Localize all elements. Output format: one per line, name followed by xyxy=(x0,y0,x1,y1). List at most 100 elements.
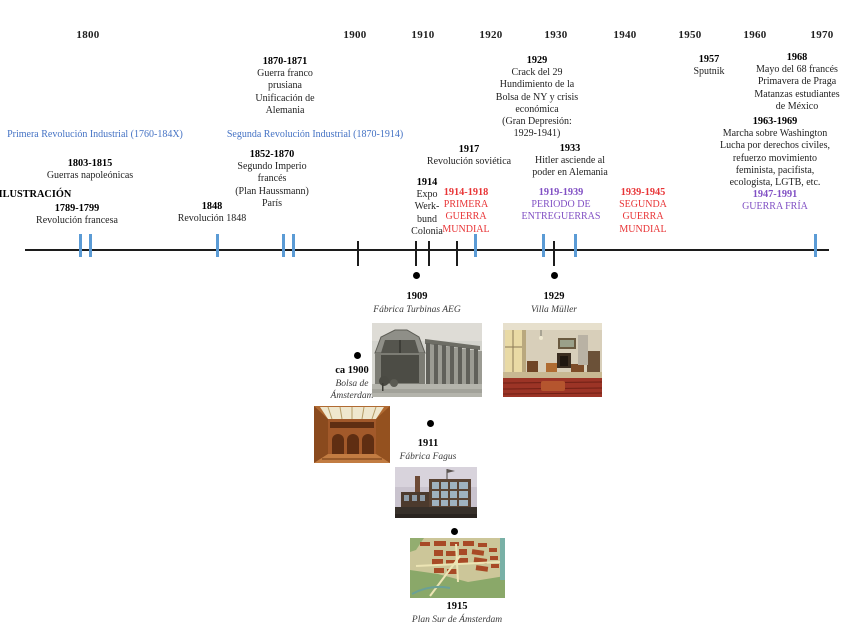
caption-fagus-name: Fábrica Fagus xyxy=(399,451,457,462)
exhibit-dot-marker xyxy=(450,527,458,535)
photo-bolsa-amsterdam-interior xyxy=(314,406,390,463)
decade-label-1960: 1960 xyxy=(743,29,767,41)
blue-event-tick xyxy=(541,234,545,257)
event-line: (Gran Depresión: xyxy=(502,116,572,128)
photo-villa-muller-interior xyxy=(503,323,602,397)
blue-event-tick xyxy=(813,234,817,257)
event-line: de México xyxy=(775,100,819,112)
caption-plan-year: 1915 xyxy=(446,601,468,612)
exhibit-dot-marker xyxy=(550,271,558,279)
event-line: Revolución 1848 xyxy=(177,213,247,225)
event-line: 1963-1969 xyxy=(752,116,798,127)
caption-beurs: ca 1900 Bolsa de Ámsterdam xyxy=(311,365,393,403)
event-periodo-entreguerras: 1919-1939 PERIODO DE ENTREGUERRAS xyxy=(461,187,661,224)
exhibit-dot-marker xyxy=(353,351,361,359)
event-line: Revolución francesa xyxy=(36,215,118,227)
black-exhibit-tick xyxy=(357,241,359,266)
event-line: GUERRA xyxy=(622,211,664,223)
event-hitler-1933: 1933 Hitler asciende al poder en Alemania xyxy=(470,143,670,180)
event-line: Lucha por derechos civiles, xyxy=(720,140,830,152)
black-exhibit-tick xyxy=(415,241,417,266)
blue-event-tick xyxy=(88,234,92,257)
decade-label-1950: 1950 xyxy=(678,29,702,41)
event-line: (Plan Haussmann) xyxy=(235,185,309,197)
caption-plan: 1915 Plan Sur de Ámsterdam xyxy=(392,601,522,626)
timeline-axis xyxy=(25,249,829,252)
decade-label-1800: 1800 xyxy=(76,29,100,41)
exhibit-dot-marker xyxy=(412,271,420,279)
blue-event-tick xyxy=(78,234,82,257)
caption-beurs-name-2: Ámsterdam xyxy=(330,391,374,401)
event-segunda-guerra-mundial: 1939-1945 SEGUNDA GUERRA MUNDIAL xyxy=(543,187,743,236)
event-line: 1914-1918 xyxy=(443,187,489,198)
event-line: 1852-1870 xyxy=(249,149,295,160)
blue-event-tick xyxy=(291,234,295,257)
event-line: 1968 xyxy=(786,52,808,63)
event-line: 1789-1799 xyxy=(54,203,100,214)
event-line: GUERRA FRÍA xyxy=(742,201,808,213)
event-line: Crack del 29 xyxy=(511,67,563,79)
event-line: económica xyxy=(515,103,559,115)
event-revolucion-sovietica: 1917 Revolución soviética xyxy=(369,144,569,168)
event-line: 1939-1945 xyxy=(620,187,666,198)
caption-aeg-name: Fábrica Turbinas AEG xyxy=(373,304,461,315)
event-segundo-imperio-frances: 1852-1870 Segundo Imperio francés (Plan Hau… xyxy=(172,149,372,210)
decade-label-1900: 1900 xyxy=(343,29,367,41)
event-line: feminista, pacifista, xyxy=(735,164,815,176)
event-line: prusiana xyxy=(268,80,302,92)
blue-event-tick xyxy=(573,234,577,257)
event-primera-guerra-mundial: 1914-1918 PRIMERA GUERRA MUNDIAL xyxy=(366,187,566,236)
event-line: bund xyxy=(417,213,437,225)
event-line: MUNDIAL xyxy=(442,223,490,235)
event-line: Segundo Imperio xyxy=(237,161,307,173)
exhibit-dot-marker xyxy=(426,419,434,427)
event-line: 1947-1991 xyxy=(752,189,798,200)
event-line: Unificación de xyxy=(255,92,315,104)
event-line: Mayo del 68 francés xyxy=(756,64,838,76)
decade-label-1930: 1930 xyxy=(544,29,568,41)
event-revolucion-francesa: 1789-1799 Revolución francesa xyxy=(0,203,177,227)
event-line: Hundimiento de la xyxy=(499,79,575,91)
event-line: Revolución soviética xyxy=(426,156,512,168)
event-crack-del-29: 1929 Crack del 29 Hundimiento de la Bolsa d… xyxy=(437,55,637,140)
event-line: GUERRA xyxy=(445,211,487,223)
event-line: 1929-1941) xyxy=(513,128,561,140)
event-mayo-68: 1968 Mayo del 68 francés Primavera de Prag… xyxy=(697,52,848,113)
event-line: MUNDIAL xyxy=(619,223,667,235)
event-sputnik: 1957 Sputnik xyxy=(609,54,809,78)
event-line: ILUSTRACIÓN xyxy=(0,189,72,200)
event-line: Hitler asciende al xyxy=(535,155,605,167)
event-line: Matanzas estudiantes xyxy=(754,88,840,100)
event-line: refuerzo movimiento xyxy=(732,152,818,164)
decade-label-1970: 1970 xyxy=(810,29,834,41)
caption-plan-name: Plan Sur de Ámsterdam xyxy=(411,614,503,625)
event-line: París xyxy=(262,197,282,209)
event-line: Sputnik xyxy=(693,66,725,78)
event-line: 1933 xyxy=(559,143,581,154)
event-ilustracion: ILUSTRACIÓN xyxy=(0,189,135,201)
event-line: Guerras napoleónicas xyxy=(46,170,134,182)
blue-event-tick xyxy=(281,234,285,257)
black-exhibit-tick xyxy=(553,241,555,266)
caption-beurs-name-1: Bolsa de xyxy=(335,378,369,389)
event-line: Primera Revolución Industrial (1760-184X… xyxy=(7,129,183,140)
caption-aeg: 1909 Fábrica Turbinas AEG xyxy=(347,291,487,316)
event-line: Bolsa de NY y crisis xyxy=(495,91,579,103)
photo-aeg-turbine-factory xyxy=(372,323,482,397)
blue-event-tick xyxy=(473,234,477,257)
event-segunda-revolucion-industrial: Segunda Revolución Industrial (1870-1914… xyxy=(215,129,415,141)
decade-label-1910: 1910 xyxy=(411,29,435,41)
event-revolucion-1848: 1848 Revolución 1848 xyxy=(112,201,312,225)
event-guerra-franco-prusiana: 1870-1871 Guerra franco prusiana Unificació… xyxy=(185,56,385,117)
caption-aeg-year: 1909 xyxy=(406,291,428,302)
event-line: Werk- xyxy=(414,201,440,213)
event-line: poder en Alemania xyxy=(532,167,608,179)
photo-fagus-factory xyxy=(395,467,477,518)
photo-plan-sur-amsterdam-map xyxy=(410,538,505,598)
event-expo-werkbund: 1914 Expo Werk-bund Colonia xyxy=(327,177,527,238)
black-exhibit-tick xyxy=(428,241,430,266)
event-line: Expo xyxy=(416,189,438,201)
caption-muller: 1929 Villa Müller xyxy=(494,291,614,316)
event-line: 1803-1815 xyxy=(67,158,113,169)
